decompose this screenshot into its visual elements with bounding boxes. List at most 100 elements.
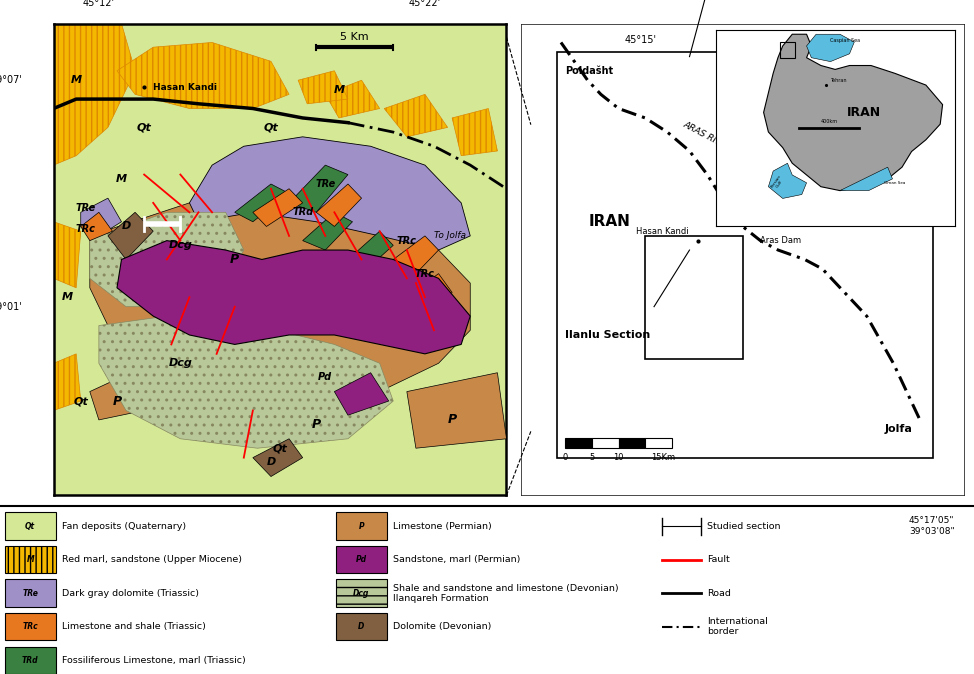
Bar [5,580,56,607]
Text: 0: 0 [563,453,568,462]
Polygon shape [325,80,380,118]
Bar [5,646,56,674]
Polygon shape [54,354,81,410]
Text: 45°30': 45°30' [802,35,834,44]
Polygon shape [393,236,438,274]
Text: Hasan Kandi: Hasan Kandi [636,227,689,236]
Text: P: P [312,418,320,431]
Text: Hasan Kandi: Hasan Kandi [153,83,217,92]
Polygon shape [317,184,361,226]
Text: D: D [358,622,364,632]
Polygon shape [384,94,448,137]
Text: P: P [230,253,240,266]
Text: P: P [112,394,122,408]
Bar [336,512,387,540]
Polygon shape [298,71,348,104]
Text: To Jolfa: To Jolfa [434,231,466,241]
Text: Poldašht: Poldašht [565,66,614,75]
Text: Shale and sandstone and limestone (Devonian)
Ilanqareh Formation: Shale and sandstone and limestone (Devon… [393,584,619,603]
Bar [5,613,56,640]
Polygon shape [768,163,806,198]
Text: 39°07': 39°07' [0,75,21,85]
Polygon shape [303,212,353,250]
Polygon shape [334,373,389,415]
Text: 400km: 400km [821,119,838,124]
Text: Oman Sea: Oman Sea [884,181,906,185]
Text: 45°15': 45°15' [624,35,656,44]
Text: M: M [61,293,73,302]
Text: Dolomite (Devonian): Dolomite (Devonian) [393,622,492,632]
Bar [645,236,742,359]
Polygon shape [99,316,393,448]
Bar [780,42,795,58]
Bar [336,580,387,607]
Text: 5: 5 [589,453,594,462]
Polygon shape [90,373,144,420]
Text: TRe: TRe [22,588,38,598]
Text: 5 Km: 5 Km [341,32,369,42]
Polygon shape [189,137,470,250]
Bar [336,613,387,640]
Text: 45°22': 45°22' [409,0,441,9]
Text: 39°01': 39°01' [0,302,21,311]
Text: AZERBAIJAN: AZERBAIJAN [753,73,839,87]
Polygon shape [253,189,303,226]
Text: Qt: Qt [136,123,152,132]
Text: TRc: TRc [75,224,95,234]
Bar [565,438,592,448]
Polygon shape [348,231,393,274]
Text: TRd: TRd [292,208,314,217]
Polygon shape [117,42,289,109]
Text: TRc: TRc [22,622,38,632]
Polygon shape [407,373,506,448]
Polygon shape [90,203,470,410]
Text: Caspian Sea: Caspian Sea [830,38,860,42]
Text: TRd: TRd [21,656,39,665]
Text: TRe: TRe [316,179,335,189]
Text: TRc: TRc [415,269,435,278]
Polygon shape [81,198,122,236]
Text: TRc: TRc [396,236,417,245]
Text: M: M [26,555,34,564]
Text: Fossiliferous Limestone, marl (Triassic): Fossiliferous Limestone, marl (Triassic) [62,656,246,665]
Text: D: D [266,458,276,467]
Bar [5,512,56,540]
Text: Persian
Gulf: Persian Gulf [770,174,786,191]
Bar [556,52,933,458]
Bar [618,438,645,448]
Text: Dcg: Dcg [169,241,192,250]
Text: M: M [333,85,345,94]
Text: Limestone and shale (Triassic): Limestone and shale (Triassic) [62,622,206,632]
Text: Pd: Pd [356,555,367,564]
Polygon shape [253,439,303,477]
Text: P: P [448,413,457,427]
Text: Fan deposits (Quaternary): Fan deposits (Quaternary) [62,522,186,530]
Polygon shape [90,212,244,307]
Text: Red marl, sandstone (Upper Miocene): Red marl, sandstone (Upper Miocene) [62,555,243,564]
Bar [645,438,672,448]
Text: Dcg: Dcg [169,359,192,368]
Polygon shape [840,167,892,191]
Text: 15Km: 15Km [651,453,675,462]
Text: D: D [122,222,131,231]
Polygon shape [108,212,153,259]
Bar [592,438,618,448]
Text: Fault: Fault [707,555,730,564]
Text: Qt: Qt [25,522,35,530]
Text: Dark gray dolomite (Triassic): Dark gray dolomite (Triassic) [62,588,200,598]
Text: Road: Road [707,588,731,598]
Polygon shape [81,212,112,241]
Polygon shape [289,165,348,212]
Polygon shape [117,241,470,354]
Text: Qt: Qt [73,396,89,406]
Text: IRAN: IRAN [589,214,630,229]
Polygon shape [235,184,289,222]
Text: M: M [71,75,82,85]
Polygon shape [764,34,943,191]
Polygon shape [54,222,81,288]
Bar [5,546,56,574]
Text: TRe: TRe [75,203,95,212]
Polygon shape [54,24,135,165]
Bar [336,546,387,574]
Text: Jolfa: Jolfa [884,425,913,434]
